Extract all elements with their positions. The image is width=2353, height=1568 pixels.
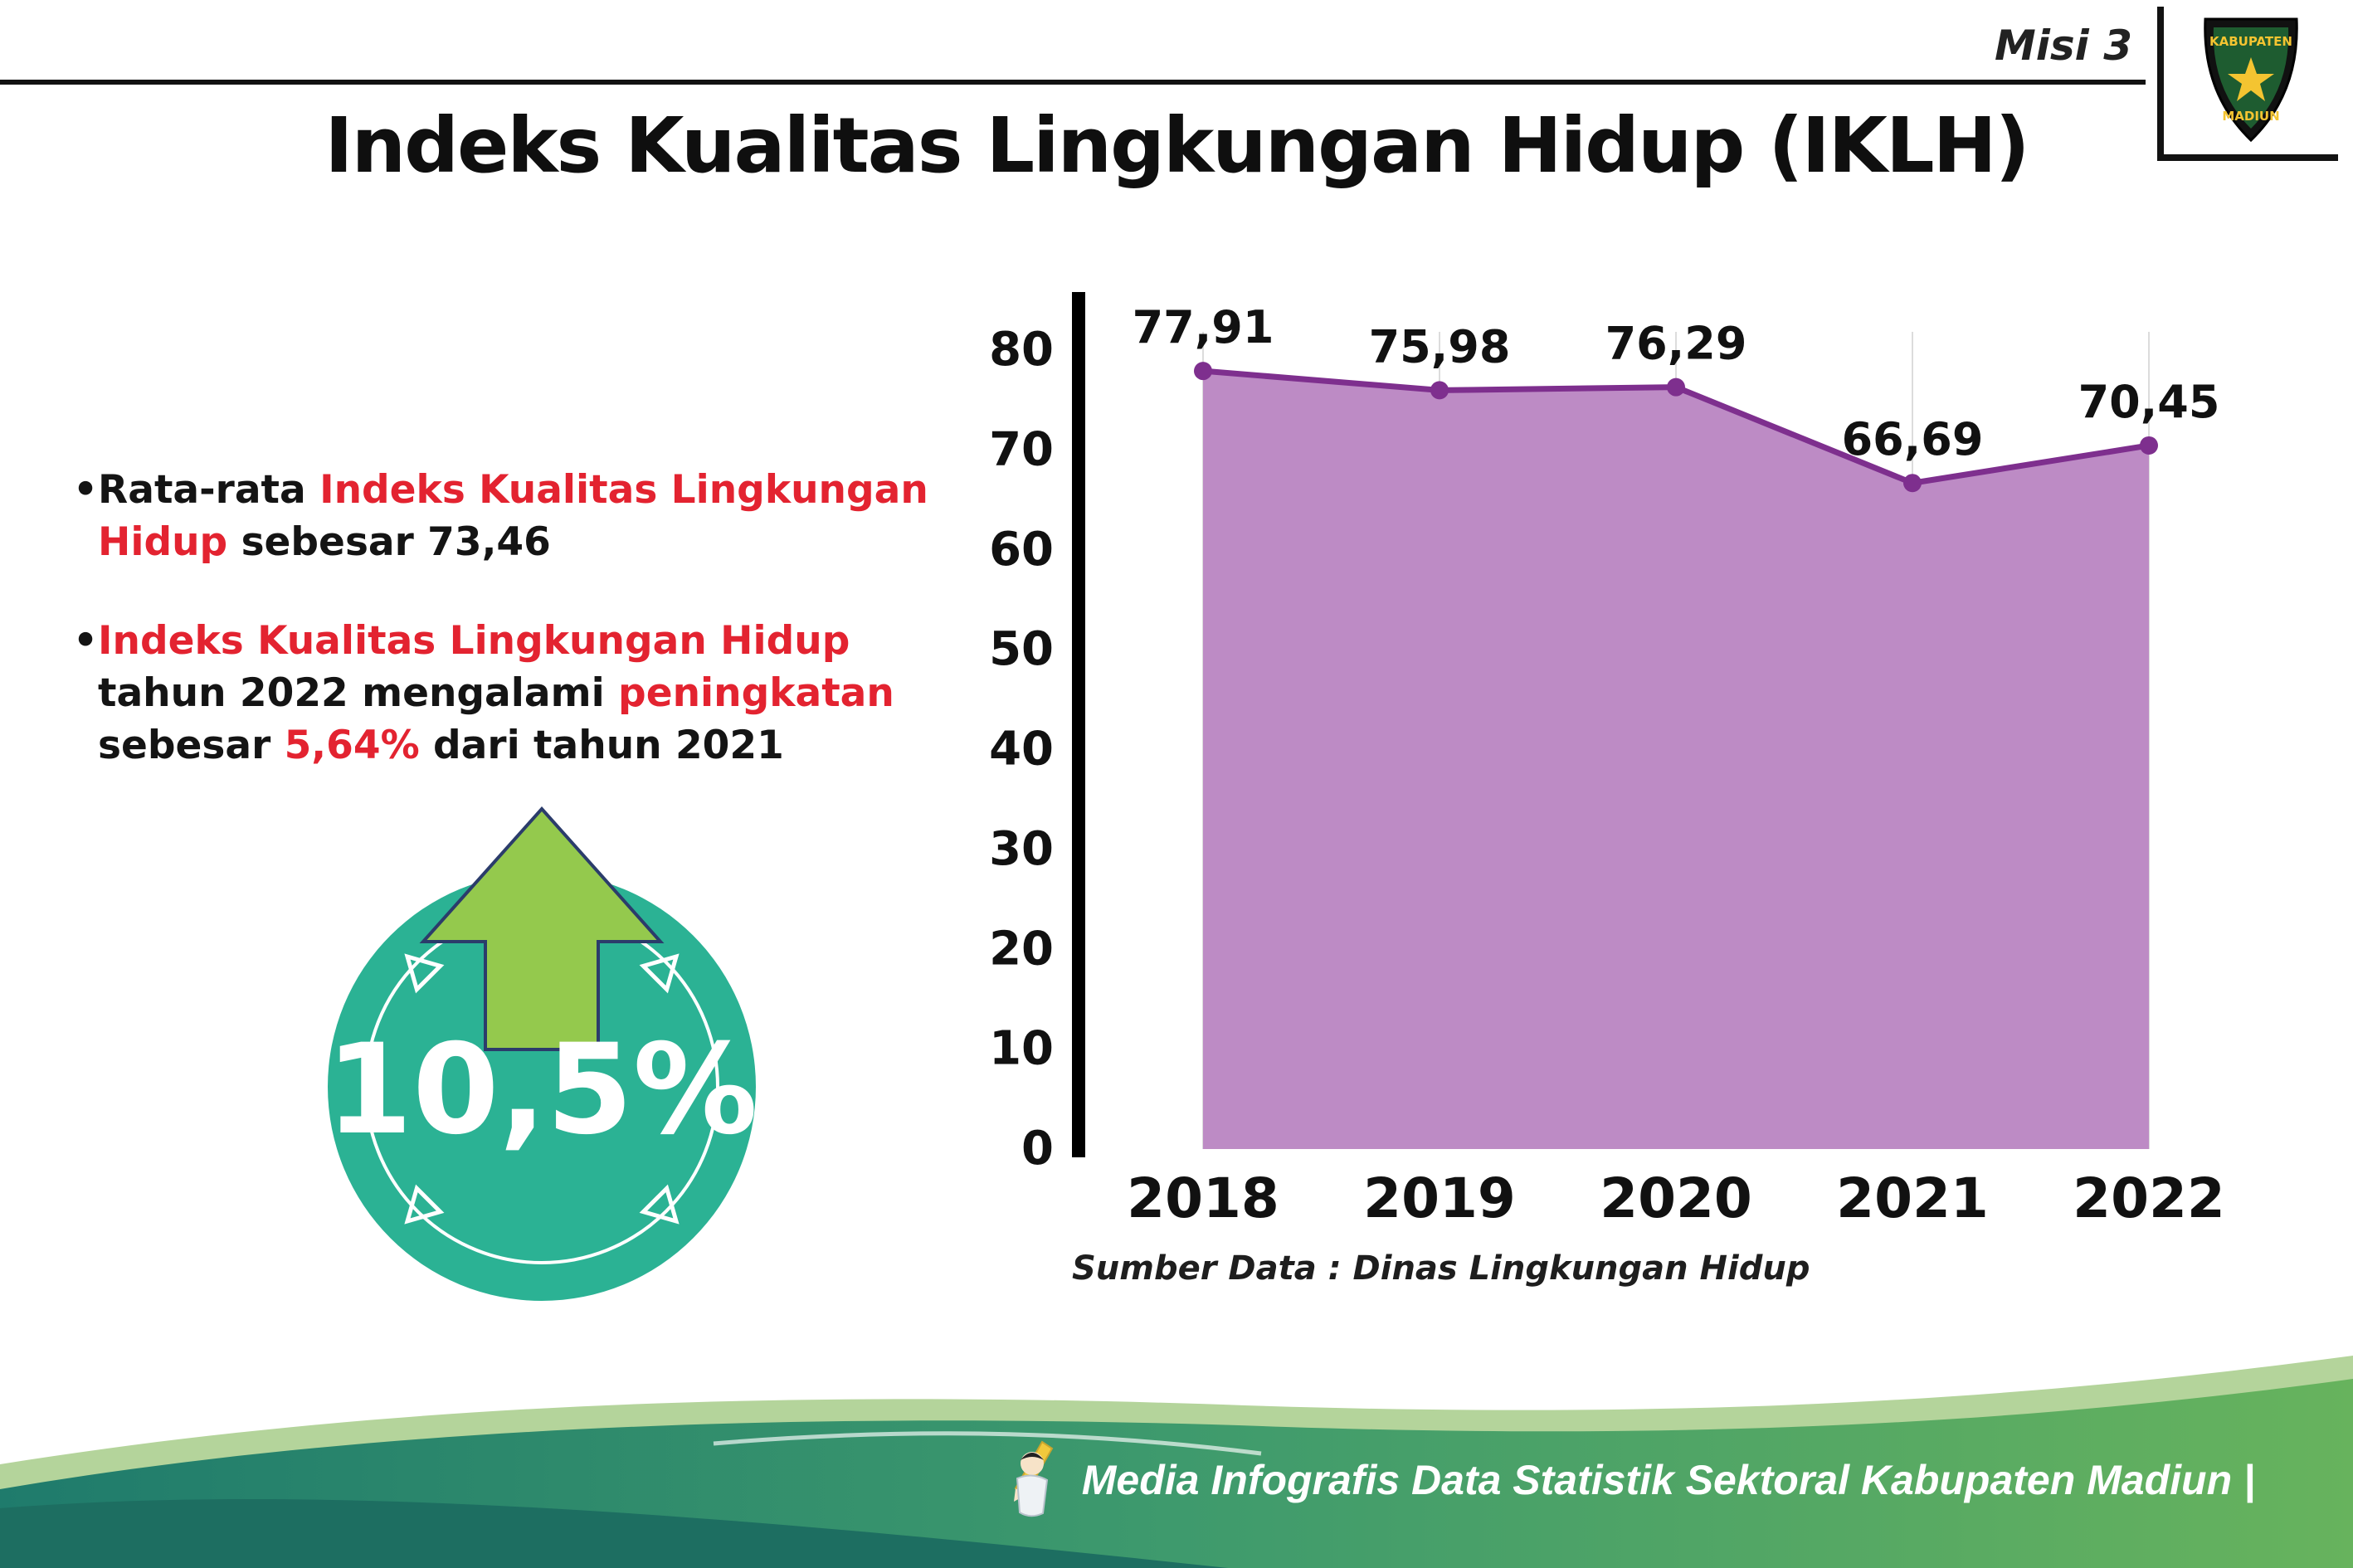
footer-wave-dark bbox=[0, 1498, 1228, 1568]
page-title: Indeks Kualitas Lingkungan Hidup (IKLH) bbox=[324, 101, 2029, 190]
badge-triangle-marks bbox=[404, 953, 680, 1225]
badge-value: 10,5% bbox=[326, 1018, 758, 1162]
bullet-average-iklh: •Rata-rata Indeks Kualitas Lingkungan Hi… bbox=[73, 465, 977, 569]
up-arrow-icon bbox=[419, 806, 665, 1051]
iklh-area-chart-canvas: 77,91 75,98 76,29 66,69 70,45 0 10 20 30 40 50 60 70… bbox=[989, 292, 2225, 1230]
logo-top-text: KABUPATEN bbox=[2209, 34, 2292, 49]
mascot-icon bbox=[1013, 1440, 1054, 1517]
data-point-label: 70,45 bbox=[2078, 376, 2220, 428]
logo-star-icon bbox=[2228, 57, 2274, 101]
data-point bbox=[1667, 377, 1685, 397]
bullet2-highlight-1: Indeks Kualitas Lingkungan Hidup bbox=[98, 617, 850, 664]
chart-source-note: Sumber Data : Dinas Lingkungan Hidup bbox=[1072, 1249, 1810, 1288]
bullet-increase-2022: •Indeks Kualitas Lingkungan Hidup tahun … bbox=[73, 616, 977, 772]
header-rule bbox=[0, 80, 2146, 85]
y-tick-label: 40 bbox=[989, 723, 1054, 777]
data-point bbox=[2140, 436, 2158, 455]
data-point-label: 75,98 bbox=[1369, 320, 1511, 373]
bullet2-text-1: tahun 2022 mengalami bbox=[98, 670, 619, 716]
y-tick-label: 30 bbox=[989, 822, 1054, 876]
x-category-label: 2022 bbox=[2073, 1166, 2225, 1230]
bullet2-highlight-2: peningkatan bbox=[618, 670, 894, 716]
data-point bbox=[1903, 474, 1922, 493]
summary-bullets: •Rata-rata Indeks Kualitas Lingkungan Hi… bbox=[73, 465, 977, 819]
x-category-label: 2019 bbox=[1363, 1166, 1516, 1230]
bullet2-text-3: dari tahun 2021 bbox=[419, 722, 784, 768]
bullet1-highlight: Indeks Kualitas Lingkungan Hidup bbox=[98, 467, 928, 565]
kabupaten-madiun-logo: KABUPATEN MADIUN bbox=[2157, 7, 2338, 161]
bullet-marker: • bbox=[73, 617, 99, 664]
bullet2-text-2: sebesar bbox=[98, 722, 285, 768]
y-tick-label: 20 bbox=[989, 922, 1054, 976]
area-fill bbox=[1203, 371, 2149, 1149]
data-point-label: 77,91 bbox=[1133, 301, 1274, 353]
data-point bbox=[1194, 362, 1212, 381]
bullet1-value: sebesar 73,46 bbox=[227, 519, 551, 565]
footer-wave-highlight bbox=[713, 1431, 1262, 1456]
footer-wave-decoration bbox=[0, 1356, 2353, 1568]
y-tick-label: 0 bbox=[1021, 1122, 1054, 1176]
iklh-area-chart: 77,91 75,98 76,29 66,69 70,45 0 10 20 30 40 50 60 70… bbox=[946, 257, 2290, 1269]
data-point-label: 66,69 bbox=[1842, 413, 1984, 465]
misi-label: Misi 3 bbox=[1995, 22, 2132, 70]
x-category-label: 2018 bbox=[1127, 1166, 1279, 1230]
bullet2-highlight-3: 5,64% bbox=[284, 722, 420, 768]
data-point-label: 76,29 bbox=[1605, 318, 1747, 370]
bullet1-text: Rata-rata bbox=[98, 467, 320, 513]
footer-credit-row: Media Infografis Data Statistik Sektoral… bbox=[1004, 1440, 2255, 1520]
logo-crest-icon: KABUPATEN MADIUN bbox=[2204, 17, 2298, 143]
y-tick-label: 10 bbox=[989, 1022, 1054, 1076]
x-category-label: 2021 bbox=[1836, 1166, 1989, 1230]
y-tick-label: 70 bbox=[989, 422, 1054, 476]
y-tick-label: 50 bbox=[989, 622, 1054, 676]
increase-badge: 10,5% bbox=[264, 763, 828, 1377]
footer-credit-text: Media Infografis Data Statistik Sektoral… bbox=[1081, 1457, 2255, 1503]
y-tick-label: 60 bbox=[989, 523, 1054, 577]
increase-badge-graphic: 10,5% bbox=[326, 806, 758, 1301]
data-point bbox=[1430, 381, 1449, 400]
x-category-label: 2020 bbox=[1600, 1166, 1752, 1230]
badge-circle bbox=[328, 873, 756, 1301]
bullet-marker: • bbox=[73, 467, 99, 513]
y-tick-label: 80 bbox=[989, 323, 1054, 377]
logo-bottom-text: MADIUN bbox=[2222, 109, 2279, 124]
